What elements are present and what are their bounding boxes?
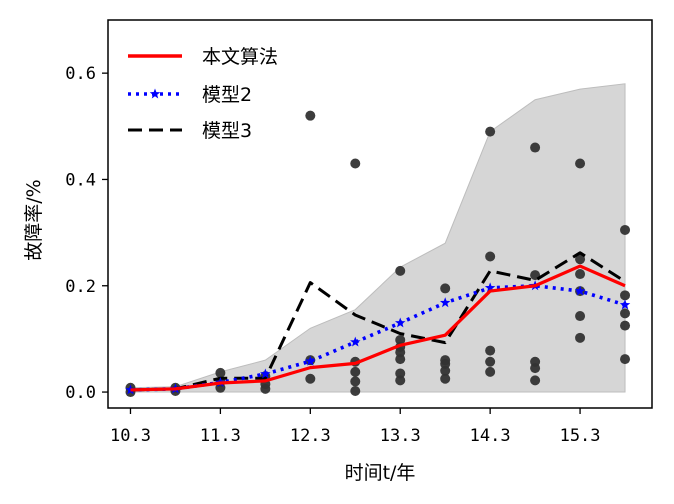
series-1-marker-5 [350,336,361,347]
scatter-point-46 [620,354,631,365]
legend: 本文算法 模型2 模型3 [128,46,278,142]
x-tick-label-0: 10.3 [110,426,151,446]
scatter-point-45 [575,158,586,169]
series-1-marker-10 [574,285,586,296]
series-1-marker-11 [619,299,631,310]
series-line-2 [130,251,626,392]
series-1-marker-6 [395,317,406,328]
x-tick-label-3: 13.3 [380,426,421,446]
scatter-point-47 [620,320,631,331]
scatter-point-10 [305,373,316,384]
legend-label-0: 本文算法 [202,46,278,68]
scatter-point-28 [440,355,451,366]
x-tick-label-1: 11.3 [200,426,241,446]
scatter-point-20 [395,354,406,365]
scatter-point-17 [350,158,361,169]
scatter-point-34 [485,126,496,137]
scatter-point-44 [575,254,586,265]
scatter-point-30 [485,366,496,377]
y-tick-label-0: 0.0 [65,383,96,403]
scatter-point-37 [530,356,541,367]
scatter-point-12 [305,110,316,121]
scatter-point-49 [620,290,631,301]
legend-label-2: 模型3 [202,120,252,142]
x-axis-title: 时间t/年 [345,462,416,484]
scatter-point-26 [440,365,451,376]
y-axis-title: 故障率/% [23,179,45,260]
scatter-point-48 [620,308,631,319]
scatter-point-35 [530,375,541,386]
scatter-point-39 [530,142,541,153]
y-tick-label-1: 0.2 [65,277,96,297]
y-tick-label-3: 0.6 [65,64,96,84]
scatter-point-33 [485,251,496,262]
scatter-point-24 [395,265,406,276]
series-1-marker-8 [484,282,496,293]
scatter-point-31 [485,356,496,367]
scatter-point-19 [395,368,406,379]
x-tick-label-2: 12.3 [290,426,331,446]
legend-entry-1: 模型2 [128,84,252,106]
legend-entry-2: 模型3 [128,120,252,142]
scatter-point-40 [575,332,586,343]
series-1-marker-7 [439,297,451,308]
scatter-point-14 [350,376,361,387]
y-tick-label-2: 0.4 [65,170,96,190]
series-1-marker-3 [260,368,271,379]
scatter-point-43 [575,269,586,280]
series-1-marker-4 [305,355,316,366]
scatter-point-25 [440,373,451,384]
x-tick-label-4: 14.3 [470,426,511,446]
legend-entry-0: 本文算法 [128,46,278,68]
scatter-point-18 [395,375,406,386]
x-tick-label-5: 15.3 [560,426,601,446]
plot-frame [107,19,653,409]
series-lines-layer [125,251,631,395]
axis-ticks-layer: 10.3 11.3 12.3 13.3 14.3 15.3 0.0 0.2 0.4 0.6 [65,64,600,446]
legend-label-1: 模型2 [202,84,252,106]
scatter-point-32 [485,345,496,356]
scatter-point-29 [440,283,451,294]
series-line-0 [130,264,626,392]
scatter-point-23 [395,334,406,345]
scatter-point-13 [350,385,361,396]
legend-marker-1 [149,88,161,99]
scatter-point-6 [215,367,226,378]
scatter-point-41 [575,311,586,322]
scatter-point-15 [350,366,361,377]
scatter-point-50 [620,224,631,235]
